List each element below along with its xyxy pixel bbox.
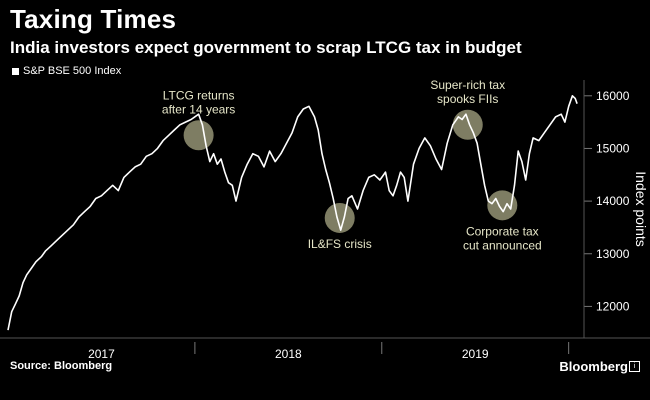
annotation-label-2-0: Super-rich tax xyxy=(430,78,505,92)
y-axis-label: Index points xyxy=(633,171,649,247)
annotation-label-3-0: Corporate tax xyxy=(466,224,539,238)
chart-title: Taxing Times xyxy=(10,4,177,34)
y-tick-label-0: 12000 xyxy=(596,299,630,313)
annotation-label-2-1: spooks FIIs xyxy=(437,92,498,106)
annotation-marker-1 xyxy=(324,202,355,233)
annotation-label-0-1: after 14 years xyxy=(162,102,235,116)
y-tick-label-2: 14000 xyxy=(596,194,630,208)
x-tick-label-0: 2017 xyxy=(88,347,115,361)
y-tick-label-4: 16000 xyxy=(596,89,630,103)
source-note: Source: Bloomberg xyxy=(10,360,113,372)
x-tick-label-2: 2019 xyxy=(462,347,489,361)
y-tick-label-1: 13000 xyxy=(596,247,630,261)
brand-mark-icon: i xyxy=(629,361,640,372)
annotation-label-3-1: cut announced xyxy=(463,238,542,252)
legend: S&P BSE 500 Index xyxy=(12,65,121,77)
annotation-label-0-0: LTCG returns xyxy=(163,88,235,102)
annotation-marker-0 xyxy=(183,120,214,151)
legend-swatch xyxy=(12,67,19,75)
series-line-0 xyxy=(7,95,578,331)
annotation-marker-3 xyxy=(487,190,518,221)
y-tick-label-3: 15000 xyxy=(596,141,630,155)
x-tick-label-1: 2018 xyxy=(275,347,302,361)
legend-label: S&P BSE 500 Index xyxy=(23,65,122,77)
brand-logo: Bloomberg xyxy=(559,359,628,374)
annotation-marker-2 xyxy=(452,109,483,140)
annotation-label-1-0: IL&FS crisis xyxy=(308,237,372,251)
chart-subtitle: India investors expect government to scr… xyxy=(10,38,522,57)
